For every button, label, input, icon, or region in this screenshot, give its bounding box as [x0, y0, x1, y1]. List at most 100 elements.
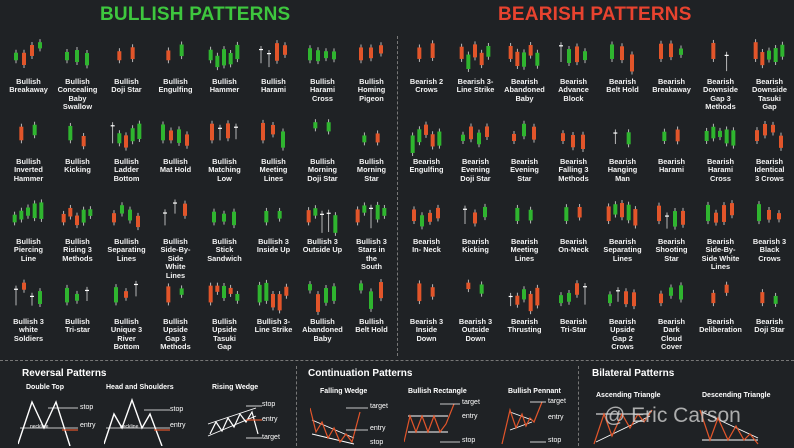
- pattern-label: Bullish Abandoned Baby: [298, 317, 347, 343]
- pattern-label: Bearish Breakaway: [647, 77, 696, 95]
- pattern-label-line: Bullish: [16, 157, 41, 166]
- bullish-pattern-card: Bullish Harami Cross: [298, 36, 347, 116]
- bullish-rectangle-diagram: Bullish Rectangle target entry stop: [404, 384, 490, 446]
- pattern-label-line: Bearish: [657, 157, 686, 166]
- pattern-label-line: Harami: [309, 85, 336, 95]
- falling-wedge-title: Falling Wedge: [320, 388, 368, 395]
- candlestick-icon: [261, 119, 285, 151]
- candlestick-icon: [417, 280, 435, 305]
- candlestick-icon: [466, 279, 484, 297]
- bearish-pattern-card: Bearish On-Neck: [549, 196, 598, 276]
- pattern-label: Bearish 2 Crows: [402, 77, 451, 95]
- pattern-label: Bullish Homing Pigeon: [347, 77, 396, 103]
- candlestick-icon: [208, 282, 240, 306]
- pattern-label-line: White: [165, 262, 186, 272]
- pattern-label-line: Pigeon: [359, 93, 384, 103]
- ascending-triangle-title: Ascending Triangle: [596, 392, 661, 399]
- pattern-label-line: Bearish: [706, 77, 735, 86]
- pattern-label: Bullish Kicking: [53, 157, 102, 175]
- bullish-pennant-chart: [501, 401, 546, 445]
- pattern-label: Bearish Tri-Star: [549, 317, 598, 335]
- pattern-label-line: Bearish: [412, 237, 441, 246]
- candlestick-icon: [753, 39, 785, 69]
- bullish-rectangle-stop-label: stop: [462, 437, 476, 444]
- pattern-label-line: Rising 3: [63, 245, 92, 255]
- pattern-label-line: Bearish: [510, 77, 539, 86]
- bullish-pattern-card: Bullish Engulfing: [151, 36, 200, 116]
- pattern-label-line: Tri-star: [64, 325, 91, 335]
- pattern-label: Bearish Hanging Man: [598, 157, 647, 183]
- candlestick-icon: [508, 284, 540, 315]
- pattern-label: Bullish Inverted Hammer: [4, 157, 53, 183]
- candlestick-icon: [61, 204, 93, 229]
- pattern-label: Bullish Belt Hold: [347, 317, 396, 335]
- pattern-label-line: Star: [664, 253, 679, 263]
- pattern-label: Bullish 3 white Soldiers: [4, 317, 53, 343]
- pattern-label-line: Man: [615, 173, 630, 183]
- bullish-pattern-card: Bullish Inverted Hammer: [4, 116, 53, 196]
- candlestick-icon: [68, 122, 86, 150]
- candlestick-icon: [610, 41, 634, 75]
- pattern-label-line: Bearish: [706, 317, 735, 326]
- pattern-label-line: Hanging: [607, 165, 638, 175]
- pattern-label-line: Bearish: [706, 157, 735, 166]
- pattern-label: Bullish Harami Cross: [298, 77, 347, 103]
- candlestick-icon: [512, 120, 536, 144]
- pattern-label-line: Side: [167, 253, 184, 263]
- pattern-label-line: Inverted: [14, 165, 43, 175]
- pattern-label-line: Bullish: [163, 237, 188, 246]
- pattern-label-line: Bullish: [114, 237, 139, 246]
- pattern-label-line: Bearish 3: [458, 317, 493, 326]
- pattern-label-line: Piercing: [13, 245, 44, 255]
- bearish-pattern-card: Bearish Meeting Lines: [500, 196, 549, 276]
- pattern-label-line: Bullish: [163, 157, 188, 166]
- bullish-pattern-card: Bullish Side-By- Side White Lines: [151, 196, 200, 280]
- pattern-label-line: Side-By-: [160, 245, 191, 255]
- pattern-label-line: Unique 3: [110, 325, 143, 335]
- pattern-label-line: Bullish: [65, 157, 90, 166]
- rising-wedge-target-label: target: [262, 434, 280, 441]
- pattern-label-line: Bullish: [65, 237, 90, 246]
- pattern-label-line: Bearish: [755, 317, 784, 326]
- pattern-label-line: Baby: [68, 93, 87, 103]
- pattern-label: Bearish Evening Star: [500, 157, 549, 183]
- pattern-label-line: Abandoned: [302, 325, 343, 335]
- pattern-label: Bearish Upside Gap 2 Crows: [598, 317, 647, 352]
- pattern-label-line: Homing: [357, 85, 386, 95]
- descending-triangle-diagram: Descending Triangle: [696, 384, 790, 446]
- bullish-rectangle-chart: [404, 403, 460, 443]
- bullish-pattern-card: Bullish Piercing Line: [4, 196, 53, 276]
- candlestick-icon: [112, 202, 140, 231]
- pattern-label-line: Bullish 3: [356, 237, 387, 246]
- bullish-pattern-card: Bullish Meeting Lines: [249, 116, 298, 196]
- pattern-label-line: Bullish: [114, 77, 139, 86]
- bullish-pattern-card: Bullish Stick Sandwich: [200, 196, 249, 276]
- pattern-label: Bearish Deliberation: [696, 317, 745, 335]
- bullish-pattern-card: Bullish Morning Star: [347, 116, 396, 196]
- pattern-label: Bullish Unique 3 River Bottom: [102, 317, 151, 352]
- candlestick-icon: [508, 42, 540, 70]
- head-shoulders-title: Head and Shoulders: [106, 384, 174, 391]
- pattern-label-line: the: [365, 253, 378, 263]
- pattern-label-line: Separating: [107, 245, 146, 255]
- candlestick-icon: [561, 130, 585, 152]
- pattern-label: Bearish Identical 3 Crows: [745, 157, 794, 183]
- pattern-label-line: Bearish: [608, 77, 637, 86]
- bullish-pattern-card: Bullish Separating Lines: [102, 196, 151, 276]
- pattern-label-line: 3 Crows: [755, 173, 784, 183]
- pattern-label-line: Bullish: [163, 77, 188, 86]
- pattern-label-line: Gap 2: [612, 333, 633, 343]
- pattern-label: Bullish Upside Gap 3 Methods: [151, 317, 200, 352]
- pattern-label: Bullish Morning Star: [347, 157, 396, 183]
- pattern-label: Bearish 3- Line Strike: [451, 77, 500, 95]
- bullish-pattern-card: Bullish Upside Tasuki Gap: [200, 276, 249, 356]
- pattern-label-line: Tasuki: [758, 93, 781, 103]
- pattern-label-line: Bullish: [359, 77, 384, 86]
- pattern-label-line: Separating: [603, 245, 642, 255]
- bearish-pattern-card: Bearish 3 Inside Down: [402, 276, 451, 356]
- pattern-label-line: Morning: [307, 165, 338, 175]
- candlestick-icon: [559, 42, 587, 67]
- candlestick-icon: [417, 40, 435, 62]
- bearish-pattern-card: Bearish Downside Tasuki Gap: [745, 36, 794, 116]
- candlestick-icon: [760, 289, 778, 307]
